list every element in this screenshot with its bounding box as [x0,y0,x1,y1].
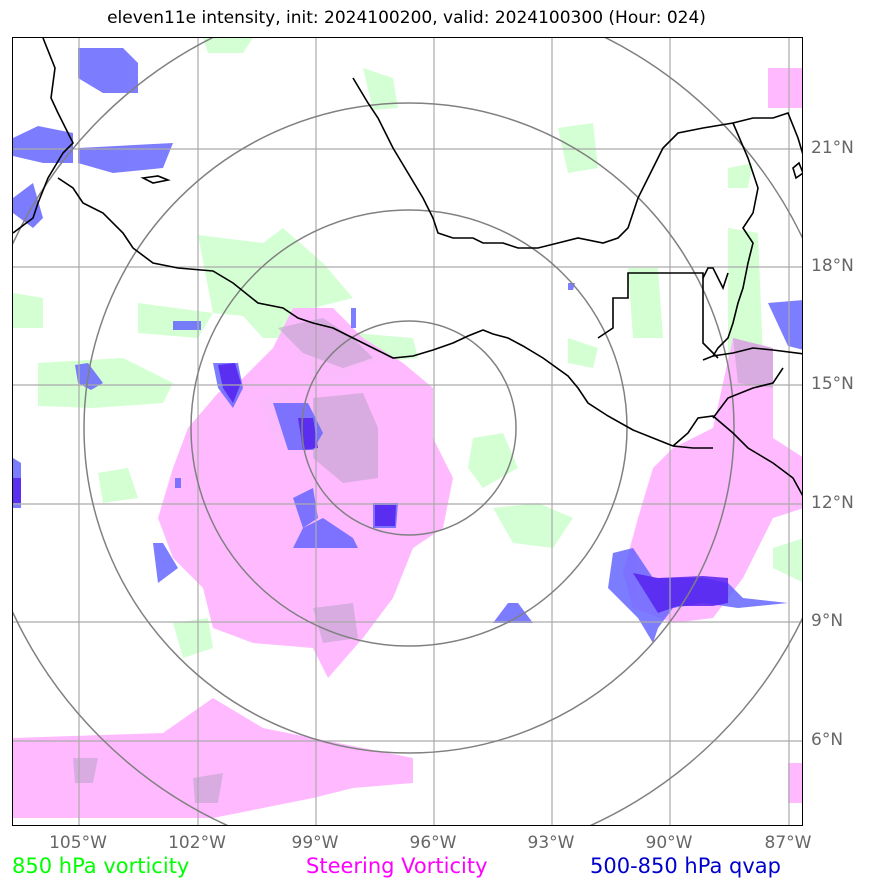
vorticity-patch [198,228,353,338]
overlap-patch [313,603,358,643]
latitude-label: 6°N [811,730,844,750]
vorticity-patch [728,228,763,368]
longitude-label: 90°W [645,833,693,853]
central-america-coast [712,347,802,357]
longitude-label: 96°W [409,833,457,853]
qvap-core [633,573,728,613]
qvap-patch [768,300,802,350]
latitude-label: 18°N [811,256,854,276]
steering-vorticity-layer [13,68,802,818]
latitude-label: 21°N [811,138,854,158]
mexico-pacific-coast [57,177,713,449]
vorticity-patch [13,293,43,328]
range-rings [13,38,802,825]
island [140,175,171,184]
qvap-patch [13,126,73,163]
overlap-patch [278,318,373,368]
vorticity-patch [628,268,663,338]
steering-patch [13,698,413,818]
qvap-patch [293,488,318,528]
qvap-patch [78,143,173,173]
steering-patch [768,68,802,108]
island [792,161,802,180]
qvap-patch [493,603,533,623]
qvap-patch [173,321,201,330]
border-gt-hn [712,367,784,419]
central-america-pacific [672,415,802,497]
legend-steering-vorticity: Steering Vorticity [306,854,488,878]
steering-patch [623,338,802,623]
border-mex-gt [597,272,719,359]
vorticity-patch [363,68,398,110]
longitude-label: 99°W [291,833,339,853]
legend-qvap: 500-850 hPa qvap [590,854,781,878]
vorticity-patch [203,38,253,53]
qvap-core [13,478,21,503]
coastline [13,38,802,497]
mexico-pacific-coast [13,38,74,234]
longitude-label: 93°W [527,833,575,853]
qvap-patch [78,48,138,93]
longitude-label: 87°W [764,833,812,853]
qvap-patch [153,543,178,583]
qvap-patch [75,363,103,390]
range-ring [83,102,735,754]
overlap-patch [193,773,223,803]
vorticity-patch [568,338,598,368]
map-canvas [13,38,802,825]
vorticity-patch [138,303,213,338]
qvap-core [375,505,396,526]
vorticity-patch [38,358,173,408]
vorticity-patch [728,163,753,188]
vorticity-patch [173,618,213,658]
border-gt [702,267,729,291]
qvap-patch [351,308,356,328]
qvap-core [218,363,241,403]
qvap-patch [293,518,358,548]
steering-patch [788,763,802,803]
latitude-label: 12°N [811,493,854,513]
legend-vorticity-850: 850 hPa vorticity [12,854,190,878]
vorticity-patch [98,468,138,503]
vorticity-patch [773,538,802,583]
overlap-patch [733,338,773,388]
vorticity-850-layer [13,38,802,658]
range-ring [190,209,628,647]
yucatan-coast [702,122,759,361]
latitude-label: 15°N [811,374,854,394]
map-panel [12,37,803,826]
qvap-patch [175,478,181,488]
vorticity-patch [493,503,573,548]
vorticity-patch [558,123,598,173]
graticule [13,38,802,825]
map-title: eleven11e intensity, init: 2024100200, v… [107,8,706,28]
longitude-label: 105°W [49,833,107,853]
longitude-label: 102°W [168,833,226,853]
qvap-patch [13,183,43,228]
range-ring [301,320,517,536]
latitude-label: 9°N [811,611,844,631]
overlap-patch [313,393,378,483]
gulf-coast [352,77,802,249]
